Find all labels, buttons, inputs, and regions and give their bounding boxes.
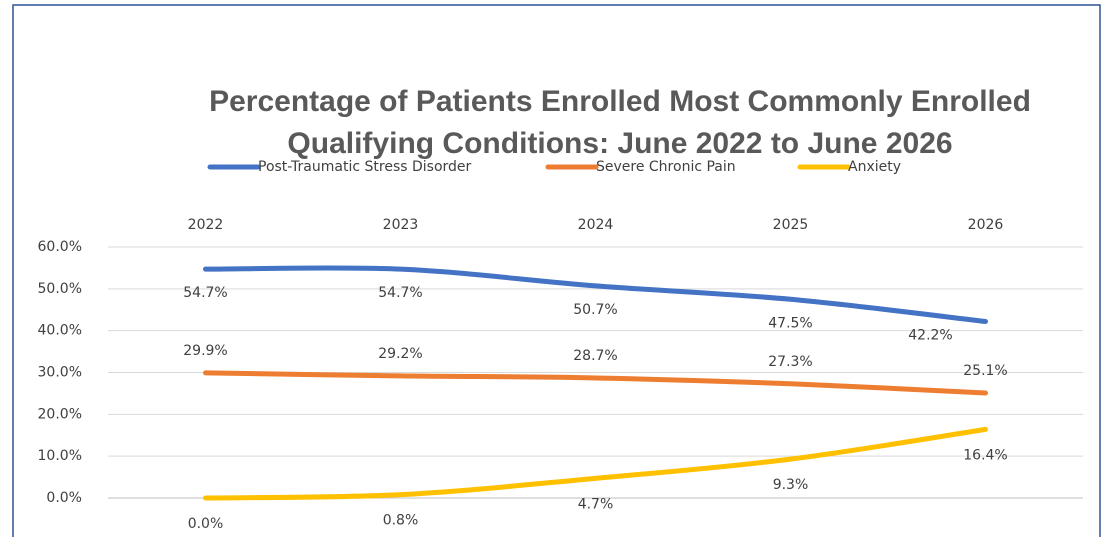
data-label: 0.8% [383, 513, 419, 529]
y-tick-label: 0.0% [46, 490, 82, 506]
data-label: 27.3% [768, 354, 812, 370]
legend-label: Post-Traumatic Stress Disorder [258, 159, 472, 175]
data-label: 9.3% [773, 477, 809, 493]
data-label: 16.4% [963, 447, 1007, 463]
y-tick-label: 40.0% [38, 323, 82, 339]
x-tick-label: 2023 [383, 217, 419, 233]
line-series [203, 265, 988, 324]
data-label: 4.7% [578, 496, 614, 512]
line-series [203, 426, 988, 501]
x-tick-label: 2024 [578, 217, 614, 233]
x-tick-label: 2022 [188, 217, 224, 233]
data-label: 29.9% [183, 343, 227, 359]
data-label: 29.2% [378, 346, 422, 362]
y-tick-label: 60.0% [38, 239, 82, 255]
data-label: 42.2% [908, 327, 952, 343]
x-tick-label: 2025 [773, 217, 809, 233]
chart-title: Percentage of Patients Enrolled Most Com… [209, 85, 1031, 118]
y-tick-label: 30.0% [38, 365, 82, 381]
chart-subtitle: Qualifying Conditions: June 2022 to June… [287, 127, 952, 160]
line-series [203, 370, 988, 396]
y-tick-label: 20.0% [38, 406, 82, 422]
data-label: 54.7% [378, 285, 422, 301]
legend-label: Anxiety [848, 159, 901, 175]
data-label: 28.7% [573, 348, 617, 364]
data-label: 54.7% [183, 285, 227, 301]
data-label: 50.7% [573, 302, 617, 318]
data-label: 25.1% [963, 363, 1007, 379]
x-tick-label: 2026 [968, 217, 1004, 233]
y-tick-label: 10.0% [38, 448, 82, 464]
y-tick-label: 50.0% [38, 281, 82, 297]
data-label: 47.5% [768, 315, 812, 331]
chart-border [12, 4, 1101, 537]
legend-label: Severe Chronic Pain [596, 159, 736, 175]
data-label: 0.0% [188, 516, 224, 532]
